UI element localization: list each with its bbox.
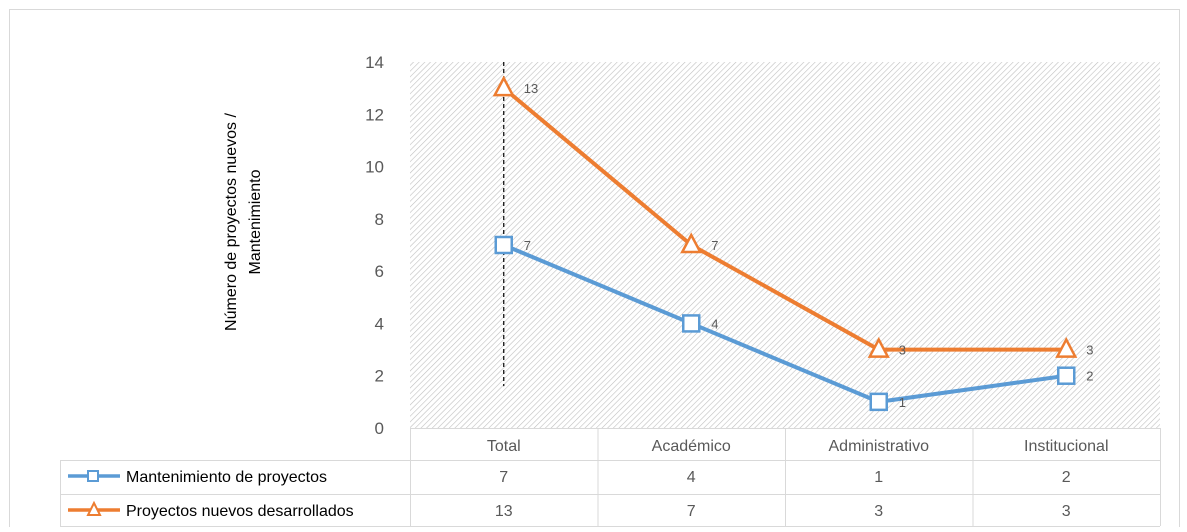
data-point-marker <box>1055 336 1078 358</box>
data-label: 1 <box>899 395 906 410</box>
series-line <box>502 243 1067 404</box>
table-cell-value: 13 <box>495 503 513 520</box>
table-cell-value: 7 <box>499 469 508 486</box>
data-point-marker <box>869 392 888 412</box>
y-axis-title: Número de proyectos nuevos / Mantenimient… <box>223 113 264 331</box>
data-point-marker <box>682 314 701 333</box>
chart-frame <box>9 9 1180 532</box>
data-point-marker <box>680 232 703 254</box>
data-point-marker <box>867 336 890 358</box>
series-line <box>502 86 1067 352</box>
y-tick-label: 8 <box>375 210 384 229</box>
legend-key-marker <box>86 500 102 516</box>
data-label: 7 <box>524 238 531 253</box>
y-tick-label: 4 <box>375 314 384 333</box>
category-label: Administrativo <box>829 438 930 455</box>
data-label: 3 <box>1086 343 1093 358</box>
category-label: Institucional <box>1024 438 1109 455</box>
y-tick-label: 2 <box>375 367 384 386</box>
y-tick-label: 10 <box>365 158 384 177</box>
y-tick-label: 0 <box>375 419 384 438</box>
data-label: 7 <box>711 238 718 253</box>
legend-series-name: Mantenimiento de proyectos <box>126 469 327 486</box>
legend-series-name: Proyectos nuevos desarrollados <box>126 503 354 520</box>
y-axis-title-line: Número de proyectos nuevos / <box>223 113 240 331</box>
plot-area <box>410 62 1160 428</box>
y-tick-label: 12 <box>365 105 384 124</box>
category-label: Total <box>487 438 521 455</box>
y-axis-title-line: Mantenimiento <box>247 169 264 274</box>
data-label: 3 <box>899 343 906 358</box>
table-cell-value: 3 <box>874 503 883 520</box>
table-cell-value: 2 <box>1062 469 1071 486</box>
data-point-marker <box>492 75 515 97</box>
category-label: Académico <box>652 438 731 455</box>
data-label: 13 <box>524 81 538 96</box>
data-point-marker <box>1057 366 1076 385</box>
table-cell-value: 7 <box>687 503 696 520</box>
data-point-marker <box>494 235 513 255</box>
y-tick-label: 14 <box>365 53 384 72</box>
data-label: 2 <box>1086 369 1093 384</box>
table-cell-value: 3 <box>1062 503 1071 520</box>
table-cell-value: 1 <box>874 469 883 486</box>
data-label: 4 <box>711 316 718 331</box>
y-tick-label: 6 <box>375 262 384 281</box>
table-cell-value: 4 <box>687 469 696 486</box>
legend-key-marker <box>87 470 99 482</box>
